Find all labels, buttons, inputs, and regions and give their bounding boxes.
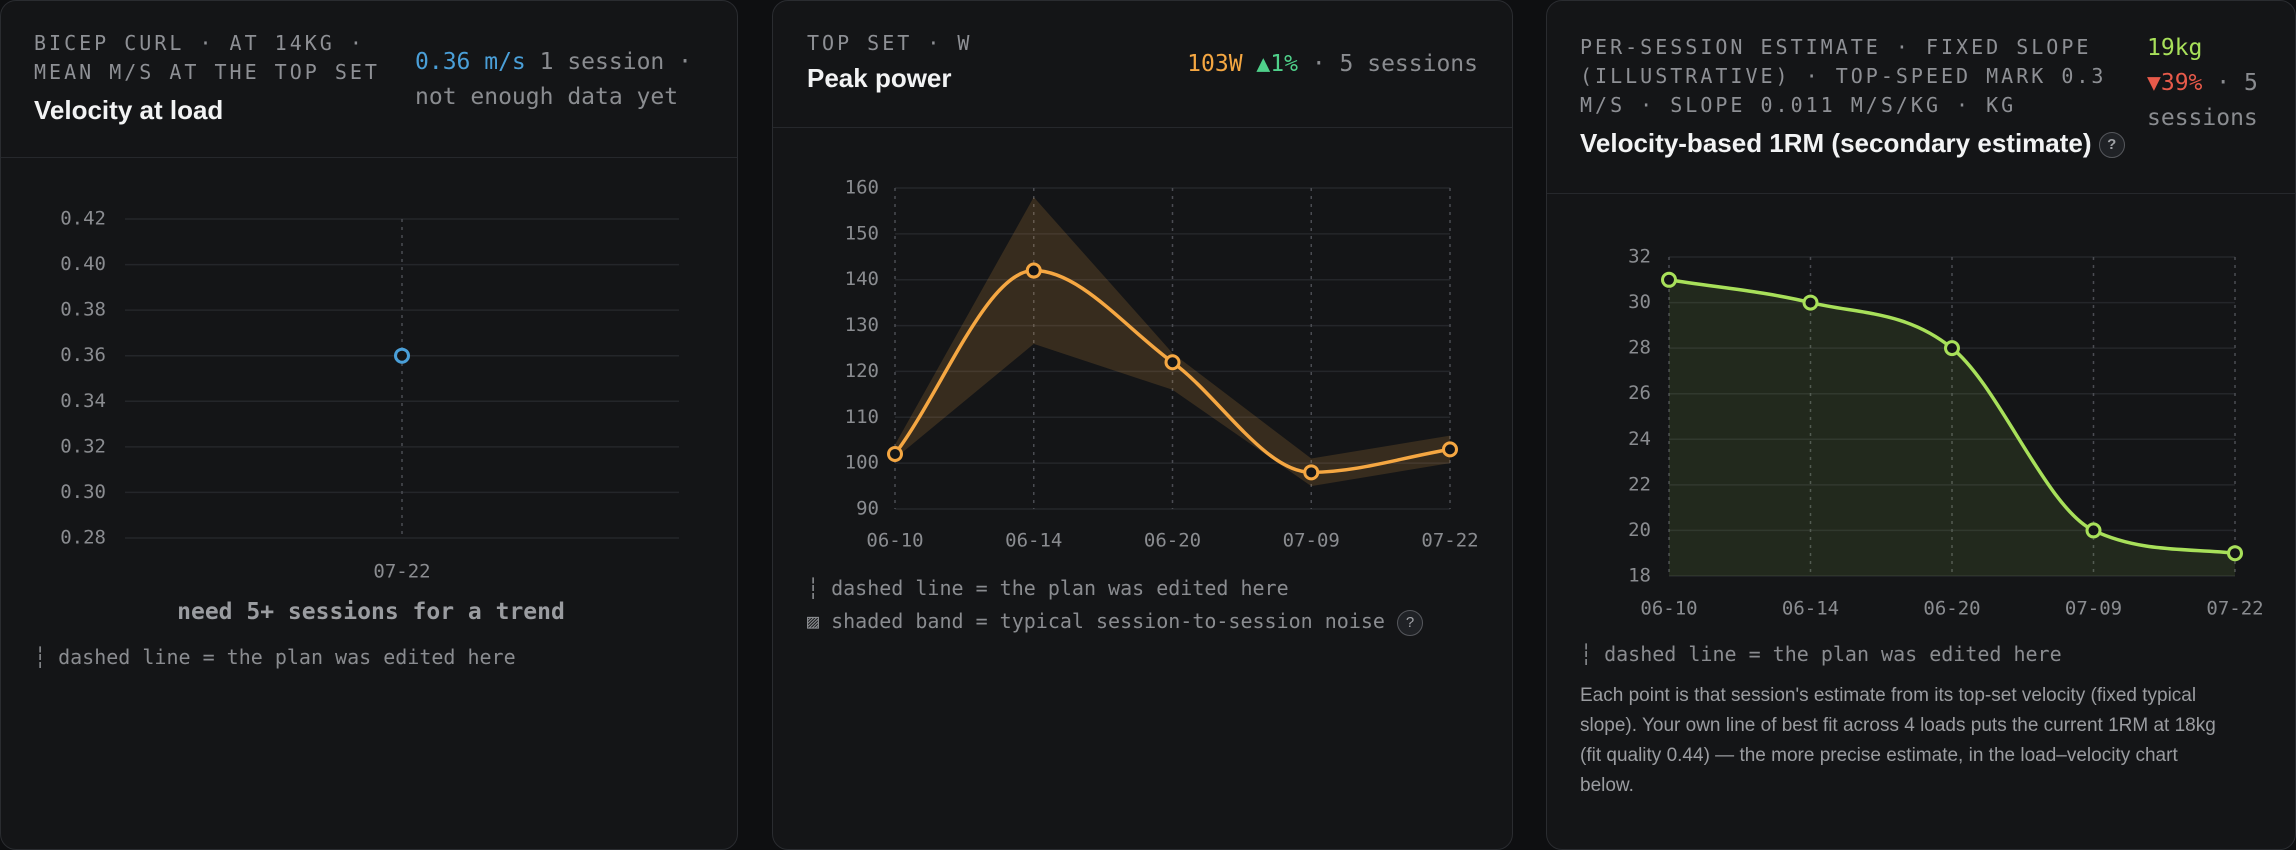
x-tick-label: 07-09: [2065, 598, 2122, 620]
eyebrow: BICEP CURL · AT 14KG · MEAN M/S AT THE T…: [34, 31, 380, 84]
y-tick-label: 18: [1628, 565, 1651, 587]
y-tick-label: 110: [845, 406, 879, 428]
point: [1802, 294, 1819, 311]
stats: 19kg ▼39% · 5 sessions: [2147, 31, 2277, 136]
y-tick-label: 0.34: [60, 390, 106, 412]
y-tick-label: 32: [1628, 246, 1651, 268]
change: ▼39%: [2147, 70, 2203, 96]
y-tick-label: 140: [845, 268, 879, 290]
divider: [1, 157, 737, 158]
point: [394, 347, 410, 364]
sessions: · 5 sessions: [1311, 51, 1478, 77]
headline: 19kg: [2147, 35, 2203, 61]
sessions: · 5 sessions: [2147, 70, 2258, 131]
y-tick-label: 130: [845, 314, 879, 336]
headline: 103W: [1187, 51, 1243, 77]
y-tick-label: 150: [845, 222, 879, 244]
y-tick-label: 28: [1628, 337, 1651, 359]
point: [887, 445, 903, 462]
eyebrow: TOP SET · W: [807, 31, 973, 55]
sessions: 1 session · not enough data yet: [415, 49, 692, 110]
y-tick-label: 24: [1628, 428, 1651, 450]
y-tick-label: 0.40: [60, 253, 106, 275]
y-tick-label: 20: [1628, 519, 1651, 541]
y-tick-label: 0.42: [60, 208, 106, 230]
chart: 0.28 0.30 0.32 0.34 0.36 0.38 0.40 0.42 07-22: [60, 208, 679, 583]
y-tick-label: 22: [1628, 473, 1651, 495]
y-tick-label: 0.28: [60, 527, 106, 549]
note: ┆ dashed line = the plan was edited here: [807, 576, 1289, 600]
x-tick-label: 07-22: [1421, 530, 1478, 552]
divider: [1547, 193, 2295, 194]
note: ▨ shaded band = typical session-to-sessi…: [807, 609, 1424, 636]
y-tick-label: 30: [1628, 291, 1651, 313]
area: [1669, 279, 2235, 576]
line: [1668, 278, 2236, 555]
y-tick-label: 26: [1628, 382, 1651, 404]
title-text: Velocity-based 1RM (secondary estimate): [1580, 128, 2092, 158]
y-tick-label: 0.36: [60, 344, 106, 366]
card-title: Velocity-based 1RM (secondary estimate) …: [1580, 128, 2125, 159]
chart: 90 100 110 120 130 140 150 160 06-10 06-14 06-20 07…: [845, 177, 1479, 552]
y-tick-label: 160: [845, 177, 879, 199]
x-tick-label: 07-09: [1283, 530, 1340, 552]
x-tick-label: 07-22: [373, 561, 430, 583]
x-tick-label: 06-10: [1640, 598, 1697, 620]
divider: [773, 127, 1512, 128]
x-tick-label: 07-22: [2206, 598, 2263, 620]
trend-note: need 5+ sessions for a trend: [177, 599, 565, 625]
card-title: Peak power: [807, 63, 952, 93]
change: ▲1%: [1256, 51, 1298, 77]
x-tick-label: 06-14: [1782, 598, 1839, 620]
point: [2227, 545, 2243, 562]
headline: 0.36 m/s: [415, 49, 526, 75]
note-text: ▨ shaded band = typical session-to-sessi…: [807, 609, 1385, 633]
card: PER-SESSION ESTIMATE · FIXED SLOPE (ILLU…: [1546, 0, 2296, 850]
point: [1661, 271, 1677, 288]
point: [1944, 340, 1960, 357]
y-tick-label: 120: [845, 360, 879, 382]
x-tick-label: 06-20: [1923, 598, 1980, 620]
point: [1303, 464, 1320, 481]
y-tick-label: 0.32: [60, 435, 106, 457]
card: BICEP CURL · AT 14KG · MEAN M/S AT THE T…: [0, 0, 738, 850]
help-button[interactable]: ?: [1397, 609, 1424, 636]
x-tick-label: 06-20: [1144, 530, 1201, 552]
x-tick-label: 06-10: [866, 530, 923, 552]
y-tick-label: 0.30: [60, 481, 106, 503]
y-tick-label: 100: [845, 452, 879, 474]
line: [893, 268, 1451, 475]
stats: 0.36 m/s 1 session · not enough data yet: [415, 45, 715, 115]
note: ┆ dashed line = the plan was edited here: [1580, 642, 2062, 666]
y-tick-label: 90: [856, 498, 879, 520]
eyebrow: PER-SESSION ESTIMATE · FIXED SLOPE (ILLU…: [1580, 35, 2107, 117]
point: [1025, 262, 1042, 279]
description: Each point is that session's estimate fr…: [1580, 685, 2216, 796]
point: [1442, 441, 1458, 458]
card: TOP SET · W Peak power 103W ▲1% · 5 sess…: [772, 0, 1513, 850]
point: [1164, 354, 1181, 371]
help-button[interactable]: ?: [2098, 132, 2125, 159]
point: [2085, 522, 2102, 539]
y-tick-label: 0.38: [60, 299, 106, 321]
chart: 18 20 22 24 26 28 30 32 06-10 06-14 06-20 07-09 07-2…: [1628, 246, 2263, 620]
note: ┆ dashed line = the plan was edited here: [34, 645, 516, 669]
card-title: Velocity at load: [34, 95, 224, 125]
x-tick-label: 06-14: [1005, 530, 1062, 552]
stats: 103W ▲1% · 5 sessions: [1187, 47, 1478, 82]
